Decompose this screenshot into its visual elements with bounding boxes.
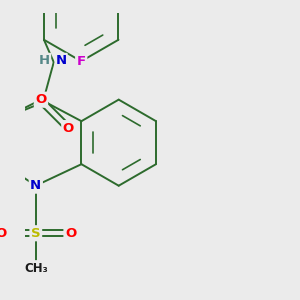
Text: O: O [35,93,46,106]
Text: CH₃: CH₃ [24,262,48,275]
Text: H: H [39,54,50,67]
Text: O: O [65,227,76,240]
Text: S: S [31,227,40,240]
Text: N: N [56,54,67,67]
Text: F: F [77,55,86,68]
Text: O: O [0,227,7,240]
Text: O: O [63,122,74,135]
Text: N: N [30,179,41,192]
